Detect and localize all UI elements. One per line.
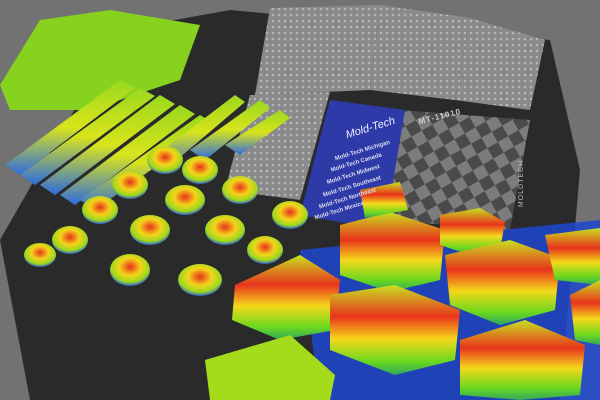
scan-ribs [5,80,290,210]
scan-bumps [24,146,308,296]
tray-tab-label: MOLDTECH [518,159,526,208]
texture-plate-1 [255,5,380,95]
scan-hexagons [205,182,600,400]
scan-noise-field [0,10,200,110]
texture-plate-4 [385,110,530,230]
texture-plate-3 [455,18,545,110]
texture-plate-2 [370,5,470,100]
